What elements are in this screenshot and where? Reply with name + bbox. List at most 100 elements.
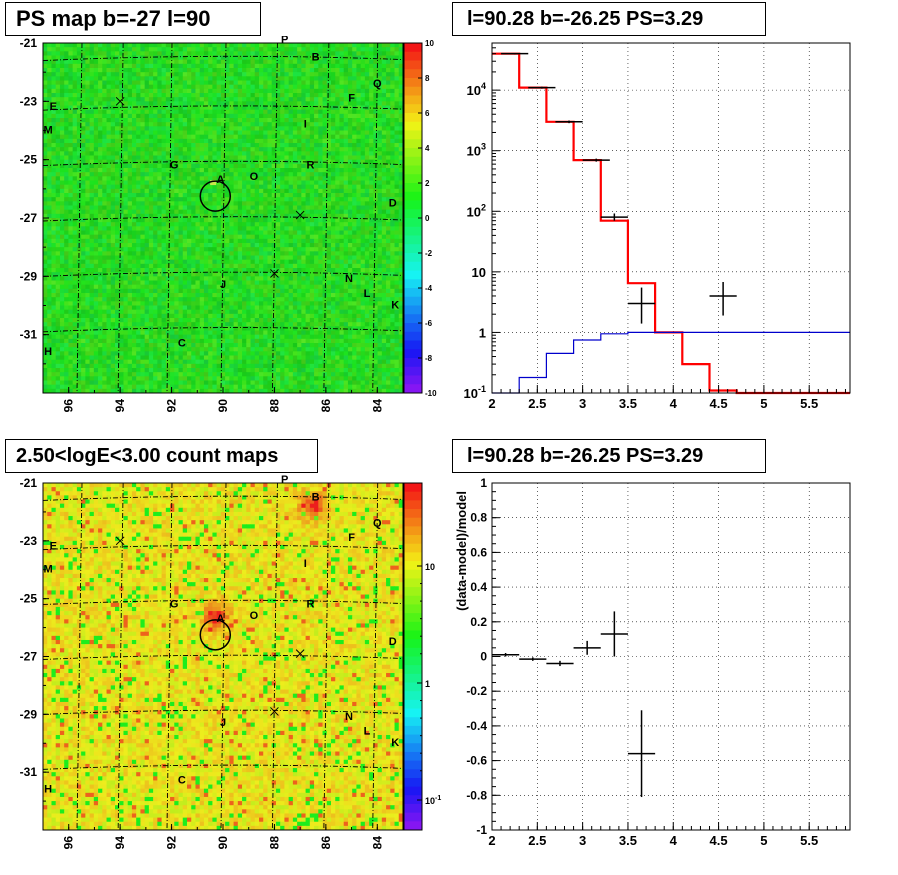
colorbar-cell: [404, 156, 422, 166]
colorbar-cell: [404, 349, 422, 359]
y-tick-label: -21: [20, 476, 38, 490]
cross-marker: [295, 210, 305, 220]
colorbar-cell: [404, 587, 422, 597]
ps-lat-line: [42, 55, 404, 62]
colorbar-cell: [404, 699, 422, 710]
source-label-B: B: [312, 52, 320, 64]
count-coord-grid: [42, 482, 404, 831]
count-lat-line: [42, 495, 404, 501]
source-label-L: L: [364, 726, 371, 738]
ps-lon-line: [372, 42, 379, 394]
colorbar-cell: [404, 647, 422, 657]
colorbar-cell: [404, 760, 422, 770]
ps-lon-line: [117, 42, 124, 394]
colorbar-tick-label: -10: [425, 389, 437, 398]
source-label-F: F: [348, 92, 355, 104]
source-label-K: K: [391, 299, 399, 311]
colorbar-cell: [404, 226, 422, 236]
ps-lat-line: [42, 271, 404, 277]
colorbar-cell: [404, 717, 422, 727]
y-axis-label: (data-model)/model: [454, 491, 469, 611]
colorbar-cell: [404, 270, 422, 280]
count-lon-line: [166, 482, 173, 831]
y-tick-label: 0.4: [470, 580, 487, 594]
source-label-M: M: [44, 564, 53, 576]
source-label-B: B: [312, 491, 320, 503]
x-tick-label: 88: [267, 836, 281, 850]
residual-panel: 2 2.5 3 3.5 4 4.5 5 5.5 1 0.8 0.6 0.4 0.2 0 -0.2 -0.4 -0…: [454, 476, 851, 848]
colorbar-cell: [404, 751, 422, 762]
y-tick-label: 103: [467, 142, 486, 159]
colorbar-cell: [404, 595, 422, 605]
y-tick-label: -31: [20, 328, 38, 342]
count-lat-line: [42, 654, 404, 660]
x-tick-label: 92: [165, 399, 179, 413]
y-tick-label: 0: [480, 650, 487, 664]
source-label-N: N: [345, 711, 353, 723]
source-label-G: G: [170, 159, 179, 171]
ps-bright-pixel: [210, 180, 217, 186]
source-label-P: P: [281, 36, 288, 46]
y-tick-label: 102: [467, 202, 486, 219]
y-tick-label: 1: [479, 325, 486, 340]
source-label-K: K: [391, 737, 399, 749]
cross-marker: [115, 536, 125, 546]
residual-grid: [491, 482, 850, 831]
colorbar-cell: [404, 43, 422, 53]
ps-lat-line: [42, 160, 404, 167]
colorbar-cell: [404, 139, 422, 149]
colorbar-cell: [404, 812, 422, 822]
y-tick-label: 0.8: [470, 511, 487, 525]
colorbar-cell: [404, 795, 422, 805]
colorbar-tick-label: -8: [425, 354, 433, 363]
colorbar-cell: [404, 491, 422, 501]
source-label-A: A: [216, 613, 224, 625]
colorbar-cell: [404, 561, 422, 571]
colorbar-cell: [404, 60, 422, 70]
y-tick-label: 0.6: [470, 545, 487, 559]
colorbar-cell: [404, 209, 422, 219]
x-tick-label: 90: [216, 836, 230, 850]
colorbar-cell: [404, 682, 422, 692]
x-tick-label: 86: [319, 399, 333, 413]
colorbar-cell: [404, 69, 422, 79]
colorbar-tick-label: 0: [425, 214, 430, 223]
y-tick-label: -1: [476, 823, 487, 837]
cross-marker: [270, 707, 279, 716]
colorbar-cell: [404, 51, 422, 61]
x-tick-label: 5: [760, 833, 767, 848]
colorbar-cell: [404, 769, 422, 779]
colorbar-cell: [404, 578, 422, 588]
colorbar-cell: [404, 366, 422, 376]
colorbar-cell: [404, 665, 422, 675]
colorbar-cell: [404, 786, 422, 796]
count-map-panel: P B Q E F M I G R A O D J NL K C H -21 -23 -25 -27 -29 -31 96 94…: [20, 474, 442, 850]
colorbar-cell: [404, 183, 422, 193]
colorbar-cell: [404, 323, 422, 333]
y-tick-label: -0.8: [466, 788, 487, 802]
colorbar-cell: [404, 691, 422, 701]
residual-title: l=90.28 b=-26.25 PS=3.29: [452, 439, 766, 473]
colorbar-cell: [404, 130, 422, 140]
y-tick-label: -21: [20, 36, 38, 50]
x-tick-label: 94: [113, 399, 127, 413]
colorbar-cell: [404, 673, 422, 684]
y-tick-label: -29: [20, 707, 38, 721]
ps-lat-line: [42, 105, 404, 111]
colorbar-cell: [404, 630, 422, 640]
colorbar-cell: [404, 803, 422, 814]
colorbar-tick-label: -4: [425, 284, 433, 293]
colorbar-tick-label: -6: [425, 319, 433, 328]
colorbar-cell: [404, 174, 422, 184]
colorbar-tick-label: 10: [425, 562, 435, 572]
y-tick-label: 10: [472, 265, 486, 280]
colorbar-cell: [404, 235, 422, 245]
colorbar-cell: [404, 821, 422, 831]
x-tick-label: 96: [62, 836, 76, 850]
x-tick-label: 4: [670, 833, 678, 848]
blue-histogram: [492, 331, 850, 394]
colorbar-cell: [404, 296, 422, 306]
y-tick-label: -31: [20, 765, 38, 779]
colorbar-tick-label: 1: [425, 679, 430, 689]
ps-lon-line: [323, 42, 330, 394]
